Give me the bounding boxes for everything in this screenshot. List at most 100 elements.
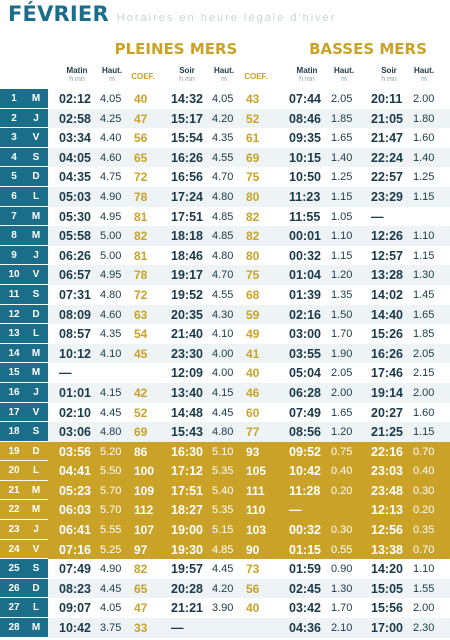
high-evening-time: 13:40 xyxy=(171,385,203,400)
high-evening-coef: 110 xyxy=(246,503,266,518)
weekday-letter: V xyxy=(32,406,40,418)
table-row: 20 L 04:41 5.50 100 17:12 5.35 105 10:42 0.40 23:0… xyxy=(0,461,450,481)
low-evening-height: 2.15 xyxy=(413,367,435,380)
high-morning-height: 4.80 xyxy=(100,288,122,301)
high-morning-height: 4.05 xyxy=(100,602,122,615)
low-morning-height: 2.10 xyxy=(331,622,353,635)
low-evening-height: 2.00 xyxy=(413,602,435,615)
high-evening-coef: 105 xyxy=(246,464,267,479)
high-evening-time: 19:00 xyxy=(171,523,203,538)
table-row: 24 V 07:16 5.25 97 19:30 4.85 90 01:15 0.55 13:38 0… xyxy=(0,539,450,560)
table-row: 25 S 07:49 4.90 82 19:57 4.45 73 01:59 0.90 14:20 1… xyxy=(0,559,450,579)
high-morning-time: 07:31 xyxy=(59,287,91,302)
day-cell: 27 L xyxy=(0,598,48,619)
low-evening-time: 22:24 xyxy=(371,150,403,165)
day-cell: 22 M xyxy=(0,500,48,521)
low-morning-time: — xyxy=(289,503,302,518)
high-morning-coef: 82 xyxy=(134,229,148,244)
weekday-letter: M xyxy=(31,504,41,516)
high-evening-coef: 103 xyxy=(246,523,267,538)
low-evening-time: 15:56 xyxy=(371,601,403,616)
weekday-letter: L xyxy=(32,602,40,614)
high-evening-coef: 93 xyxy=(246,444,260,459)
low-evening-height: 1.10 xyxy=(413,230,435,243)
high-evening-time: 16:56 xyxy=(171,170,203,185)
table-row: 3 V 03:34 4.40 56 15:54 4.35 61 09:35 1.65 21:47 1.… xyxy=(0,128,450,148)
low-evening-time: 15:05 xyxy=(371,581,403,596)
low-morning-height: 1.20 xyxy=(331,269,353,282)
table-row: 5 D 04:35 4.75 72 16:56 4.70 75 10:50 1.25 22:57 1.… xyxy=(0,167,450,187)
weekday-letter: S xyxy=(32,426,40,438)
weekday-letter: M xyxy=(31,367,41,379)
row-background xyxy=(0,500,450,521)
low-evening-time: 20:11 xyxy=(371,92,403,106)
low-morning-time: 01:04 xyxy=(289,268,321,283)
weekday-letter: S xyxy=(32,563,40,575)
low-evening-time: 14:02 xyxy=(371,287,403,302)
low-evening-height: 1.40 xyxy=(413,151,435,164)
table-row: 26 D 08:23 4.45 65 20:28 4.20 56 02:45 1.30 15:05 1… xyxy=(0,578,450,599)
low-morning-time: 05:04 xyxy=(289,366,321,381)
low-morning-time: 00:01 xyxy=(289,229,321,244)
low-evening-height: 1.15 xyxy=(413,426,435,439)
low-evening-time: 13:38 xyxy=(371,542,403,557)
high-morning-coef: 40 xyxy=(134,92,148,106)
weekday-letter: L xyxy=(32,190,40,202)
weekday-letter: D xyxy=(32,582,40,594)
weekday-letter: L xyxy=(32,465,40,477)
low-morning-time: 03:00 xyxy=(289,327,321,342)
low-evening-time: 19:14 xyxy=(371,385,403,400)
low-morning-height: 1.30 xyxy=(331,582,353,595)
high-morning-coef: 33 xyxy=(134,621,148,636)
high-morning-time: 05:30 xyxy=(59,209,91,224)
high-morning-height: 4.25 xyxy=(100,112,122,125)
tide-table: 1 M 02:12 4.05 40 14:32 4.05 43 07:44 2.05 20:11 2.… xyxy=(0,89,450,638)
row-background xyxy=(0,422,450,442)
header-high-evening-coef: COEF. xyxy=(244,72,268,81)
table-row: 1 M 02:12 4.05 40 14:32 4.05 43 07:44 2.05 20:11 2.… xyxy=(0,89,450,109)
high-morning-coef: 72 xyxy=(134,287,148,302)
day-number: 19 xyxy=(8,445,20,457)
low-morning-height: 0.40 xyxy=(331,465,353,478)
high-morning-time: 04:35 xyxy=(59,170,91,185)
row-background xyxy=(0,382,450,403)
header-unit: h mn xyxy=(381,76,397,83)
day-number: 24 xyxy=(8,543,20,555)
day-number: 14 xyxy=(8,347,20,359)
high-morning-coef: 78 xyxy=(134,268,148,283)
low-evening-height: 2.00 xyxy=(413,93,435,105)
high-evening-coef: 80 xyxy=(246,189,260,204)
weekday-letter: D xyxy=(32,171,40,183)
high-morning-coef: 65 xyxy=(134,150,148,165)
low-morning-height: 0.30 xyxy=(331,524,353,537)
header-unit: m xyxy=(421,76,427,83)
high-evening-coef: 41 xyxy=(246,346,260,361)
row-background xyxy=(0,480,450,501)
day-number: 10 xyxy=(8,269,20,281)
high-evening-height: 4.80 xyxy=(212,426,234,439)
day-number: 12 xyxy=(8,308,20,320)
high-morning-coef: 78 xyxy=(134,189,148,204)
table-row: 28 M 10:42 3.75 33 — 04:36 2.10 17:00 2.30 xyxy=(0,618,450,638)
header-high-evening: Soir h mn xyxy=(172,66,202,84)
table-row: 2 J 02:58 4.25 47 15:17 4.20 52 08:46 1.85 21:05 1.… xyxy=(0,108,450,129)
low-evening-height: 0.35 xyxy=(413,524,435,537)
row-background xyxy=(0,618,450,638)
weekday-letter: V xyxy=(32,132,40,144)
day-number: 7 xyxy=(11,210,17,222)
low-evening-height: 1.15 xyxy=(413,249,435,262)
high-morning-height: 5.25 xyxy=(100,543,122,556)
low-evening-time: 20:27 xyxy=(371,405,403,420)
low-morning-time: 08:56 xyxy=(289,425,321,440)
row-background xyxy=(0,520,450,540)
header-label: Haut. xyxy=(414,66,434,75)
high-morning-height: 4.90 xyxy=(100,563,122,576)
high-morning-coef: 45 xyxy=(134,346,148,361)
high-evening-time: 20:35 xyxy=(171,307,203,322)
high-morning-time: 05:23 xyxy=(59,483,91,498)
day-number: 3 xyxy=(11,132,17,144)
row-background xyxy=(0,226,450,246)
month-title: FÉVRIER xyxy=(8,2,109,26)
